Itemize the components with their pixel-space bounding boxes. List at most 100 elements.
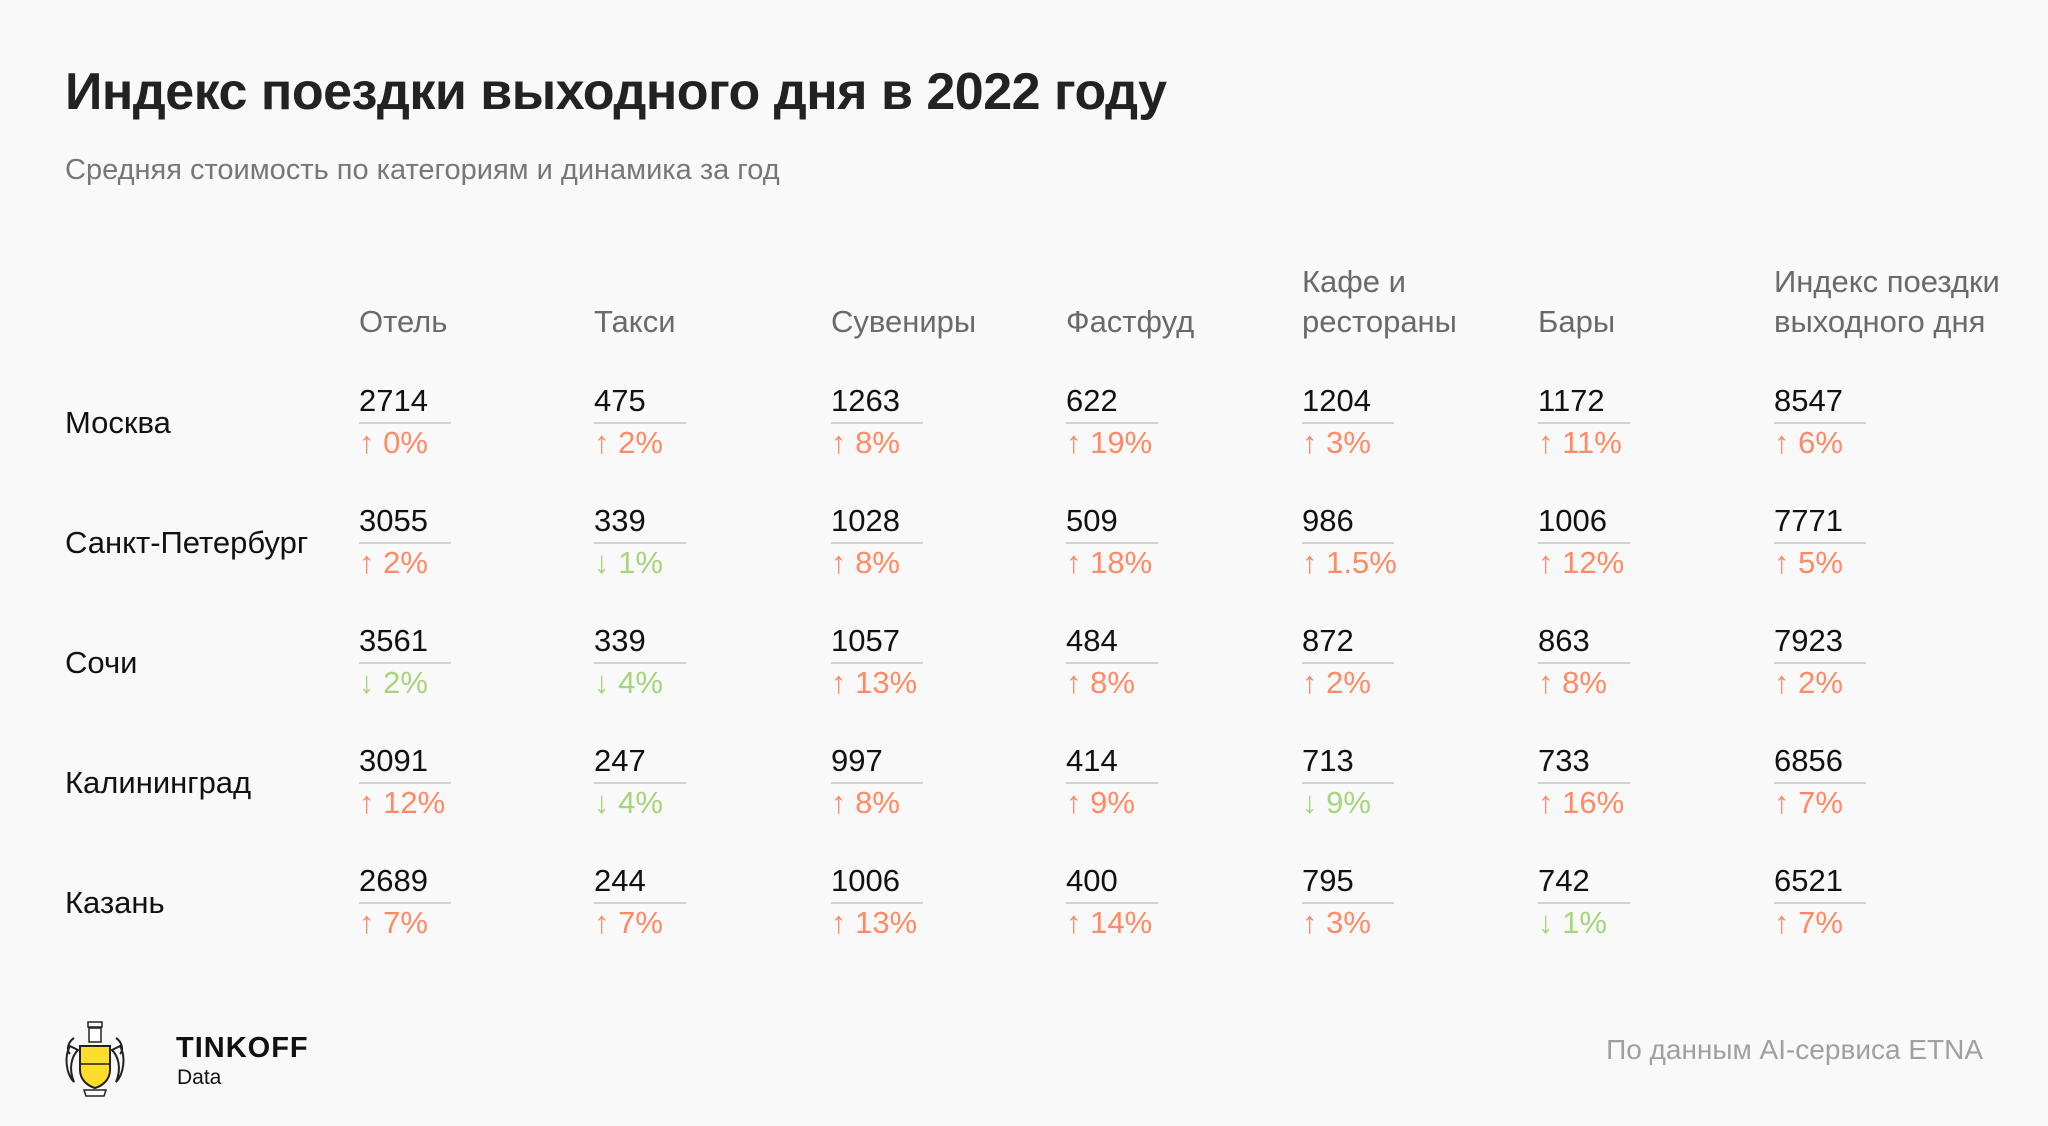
cost-value: 484 [1066,624,1158,664]
change-up: ↑ 8% [1538,665,1607,700]
table-cell: 247 ↓ 4% [594,744,794,822]
table-cell: 986 ↑ 1.5% [1302,504,1502,582]
change-up: ↑ 2% [1302,665,1371,700]
city-label: Калининград [65,765,252,800]
cost-value: 1028 [831,504,923,544]
change-up: ↑ 12% [359,785,446,820]
cost-value: 3055 [359,504,451,544]
cost-value: 713 [1302,744,1394,784]
change-down: ↓ 4% [594,785,663,820]
table-cell: 244 ↑ 7% [594,864,794,942]
change-up: ↑ 7% [359,905,428,940]
table-cell: 863 ↑ 8% [1538,624,1738,702]
change-up: ↑ 8% [1066,665,1135,700]
table-cell: 3091 ↑ 12% [359,744,559,822]
change-down: ↓ 4% [594,665,663,700]
cost-value: 7923 [1774,624,1866,664]
change-up: ↑ 8% [831,425,900,460]
change-up: ↑ 2% [359,545,428,580]
cost-value: 509 [1066,504,1158,544]
cost-value: 6521 [1774,864,1866,904]
tinkoff-logo-icon [65,1021,125,1097]
change-up: ↑ 8% [831,785,900,820]
column-header: Индекс поездки выходного дня [1774,264,2000,339]
table-cell: 795 ↑ 3% [1302,864,1502,942]
cost-value: 244 [594,864,686,904]
cost-value: 414 [1066,744,1158,784]
table-cell: 1057 ↑ 13% [831,624,1031,702]
table-cell: 622 ↑ 19% [1066,384,1266,462]
change-up: ↑ 0% [359,425,428,460]
table-cell: 997 ↑ 8% [831,744,1031,822]
table-cell: 742 ↓ 1% [1538,864,1738,942]
cost-value: 6856 [1774,744,1866,784]
change-up: ↑ 5% [1774,545,1843,580]
table-cell: 339 ↓ 1% [594,504,794,582]
table-cell: 713 ↓ 9% [1302,744,1502,822]
column-header: Кафе и рестораны [1302,264,1457,339]
cost-value: 3091 [359,744,451,784]
cost-value: 1006 [1538,504,1630,544]
change-up: ↑ 9% [1066,785,1135,820]
table-cell: 1028 ↑ 8% [831,504,1031,582]
change-down: ↓ 1% [1538,905,1607,940]
page-subtitle: Средняя стоимость по категориям и динами… [65,154,780,186]
change-up: ↑ 13% [831,665,918,700]
change-up: ↑ 13% [831,905,918,940]
column-header: Такси [594,304,676,339]
table-cell: 8547 ↑ 6% [1774,384,1974,462]
cost-value: 2714 [359,384,451,424]
change-up: ↑ 3% [1302,425,1371,460]
cost-value: 3561 [359,624,451,664]
table-cell: 1263 ↑ 8% [831,384,1031,462]
cost-value: 1172 [1538,384,1630,424]
cost-value: 986 [1302,504,1394,544]
table-cell: 1006 ↑ 13% [831,864,1031,942]
city-label: Казань [65,885,165,920]
table-cell: 872 ↑ 2% [1302,624,1502,702]
cost-value: 1204 [1302,384,1394,424]
table-cell: 339 ↓ 4% [594,624,794,702]
table-cell: 6521 ↑ 7% [1774,864,1974,942]
table-cell: 7923 ↑ 2% [1774,624,1974,702]
table-cell: 484 ↑ 8% [1066,624,1266,702]
table-cell: 7771 ↑ 5% [1774,504,1974,582]
change-up: ↑ 11% [1538,425,1622,460]
column-header: Сувениры [831,304,977,339]
source-note: По данным AI-сервиса ETNA [1606,1034,1983,1065]
table-cell: 1172 ↑ 11% [1538,384,1738,462]
table-cell: 3561 ↓ 2% [359,624,559,702]
table-cell: 509 ↑ 18% [1066,504,1266,582]
page-title: Индекс поездки выходного дня в 2022 году [65,63,1167,121]
cost-value: 400 [1066,864,1158,904]
change-up: ↑ 2% [1774,665,1843,700]
cost-value: 247 [594,744,686,784]
cost-value: 742 [1538,864,1630,904]
change-down: ↓ 2% [359,665,428,700]
brand-subtitle: Data [177,1066,222,1089]
cost-value: 475 [594,384,686,424]
table-cell: 1006 ↑ 12% [1538,504,1738,582]
change-down: ↓ 9% [1302,785,1371,820]
change-up: ↑ 7% [1774,905,1843,940]
cost-value: 339 [594,504,686,544]
table-cell: 475 ↑ 2% [594,384,794,462]
change-up: ↑ 6% [1774,425,1843,460]
change-up: ↑ 8% [831,545,900,580]
table-cell: 2689 ↑ 7% [359,864,559,942]
change-up: ↑ 18% [1066,545,1153,580]
cost-value: 997 [831,744,923,784]
city-label: Москва [65,405,171,440]
change-up: ↑ 3% [1302,905,1371,940]
cost-value: 2689 [359,864,451,904]
change-up: ↑ 14% [1066,905,1153,940]
cost-value: 733 [1538,744,1630,784]
cost-value: 1263 [831,384,923,424]
change-up: ↑ 1.5% [1302,545,1397,580]
change-up: ↑ 2% [594,425,663,460]
brand-name: TINKOFF [176,1032,309,1064]
table-cell: 3055 ↑ 2% [359,504,559,582]
city-label: Сочи [65,645,138,680]
cost-value: 872 [1302,624,1394,664]
table-cell: 733 ↑ 16% [1538,744,1738,822]
